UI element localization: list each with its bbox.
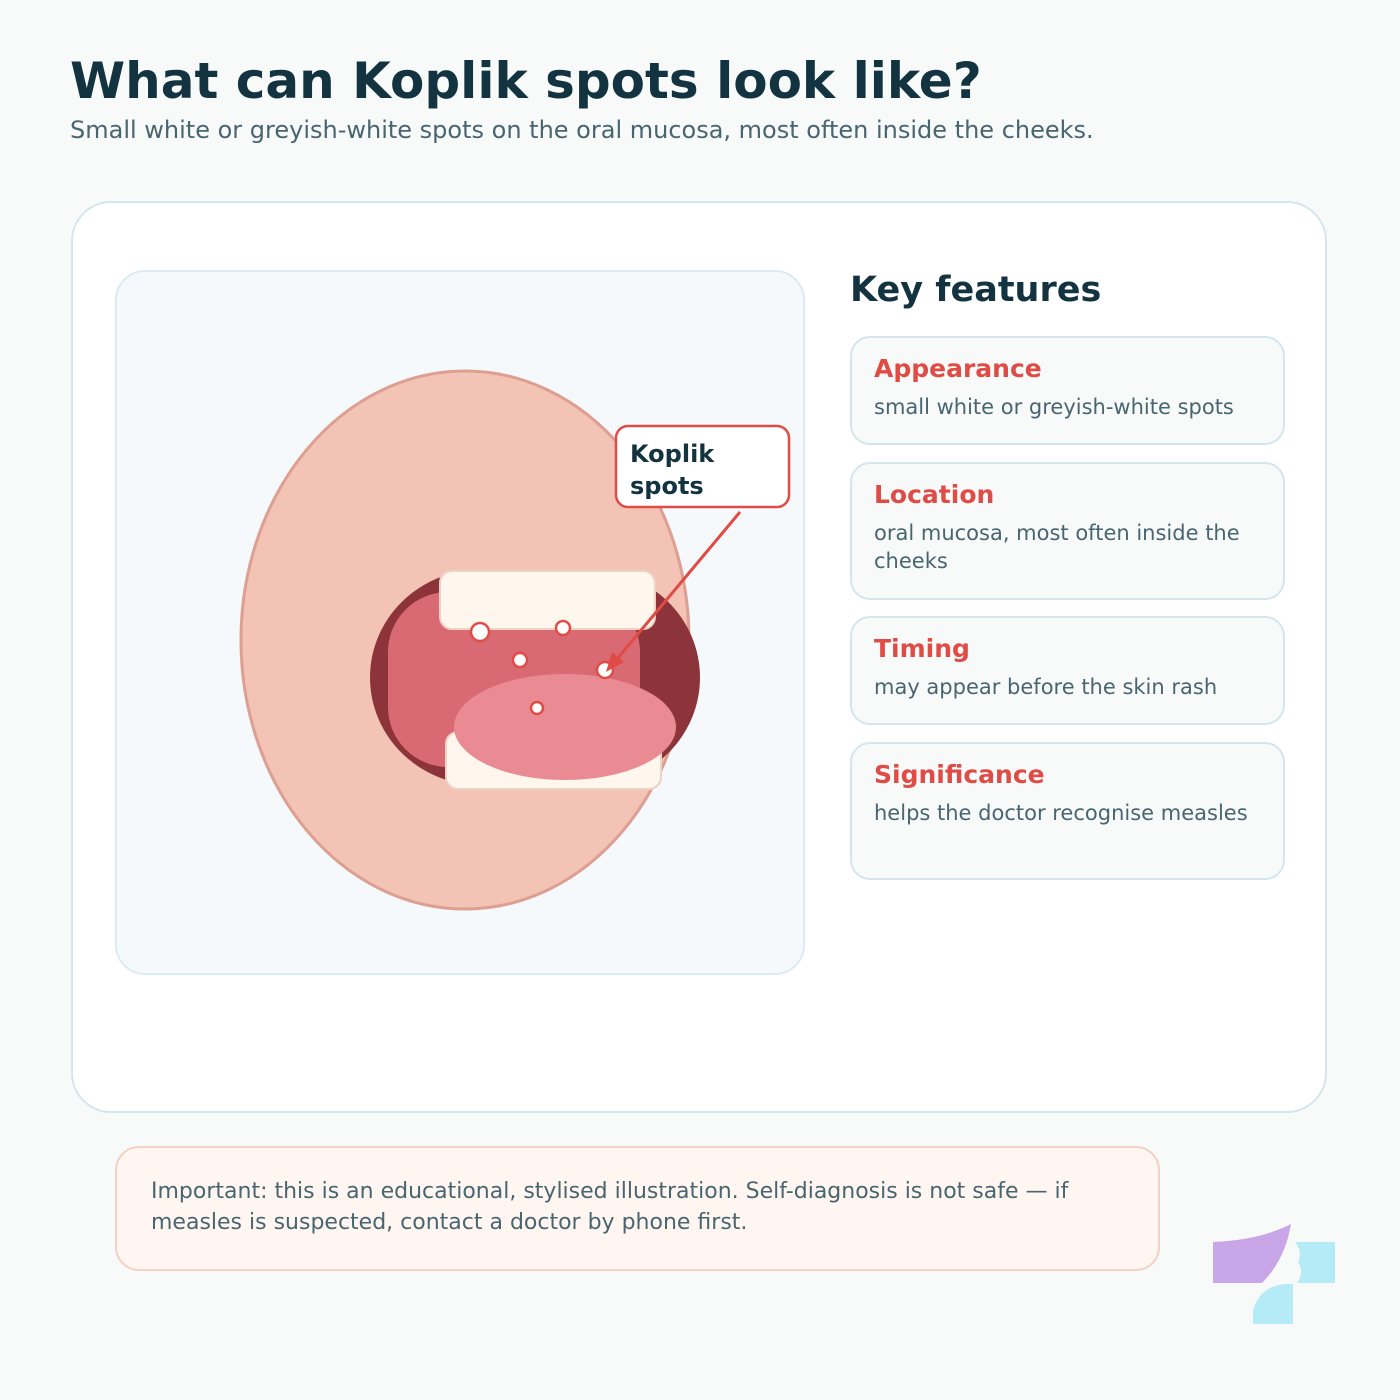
feature-text: helps the doctor recognise measles xyxy=(874,801,1248,825)
title: What can Koplik spots look like? xyxy=(70,52,982,110)
feature-item: Significance helps the doctor recognise m… xyxy=(850,742,1285,880)
feature-label: Appearance xyxy=(874,354,1042,383)
feature-item: Timing may appear before the skin rash xyxy=(850,616,1285,725)
feature-label: Significance xyxy=(874,760,1045,789)
feature-text: may appear before the skin rash xyxy=(874,675,1218,699)
features-title: Key features xyxy=(850,270,1102,310)
callout: Koplik spots xyxy=(630,440,715,500)
feature-text: small white or greyish-white spots xyxy=(874,395,1234,419)
note: Important: this is an educational, styli… xyxy=(115,1146,1160,1271)
feature-label: Location xyxy=(874,480,995,509)
feature-text: oral mucosa, most often inside the cheek… xyxy=(874,521,1240,573)
feature-label: Timing xyxy=(874,634,970,663)
subtitle: Small white or greyish-white spots on th… xyxy=(70,116,1094,144)
feature-item: Appearance small white or greyish-white s… xyxy=(850,336,1285,445)
feature-item: Location oral mucosa, most often inside t… xyxy=(850,462,1285,600)
